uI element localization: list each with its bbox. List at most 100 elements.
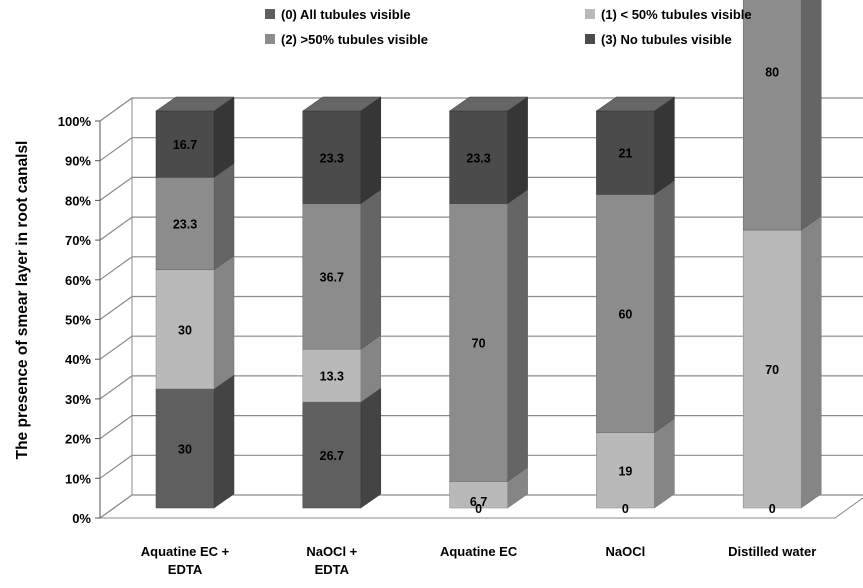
data-label: 6.7 [470, 495, 487, 509]
bar-top [302, 96, 382, 112]
legend: (0) All tubules visible (1) < 50% tubules… [265, 7, 752, 47]
y-tick-label: 10% [65, 471, 91, 486]
x-category-label-line: EDTA [315, 562, 350, 577]
data-label: 70 [472, 336, 486, 350]
bar-segment-side [507, 189, 528, 482]
bar-segment-front [155, 388, 215, 509]
data-label: 30 [178, 323, 192, 337]
x-category-label: Aquatine EC [440, 544, 518, 559]
bar-segment [596, 179, 675, 434]
legend-label: (0) All tubules visible [281, 7, 411, 22]
bar-segment [155, 255, 235, 390]
x-category-label: Distilled water [728, 544, 816, 559]
bar-segment [742, 0, 822, 231]
data-label: 60 [618, 307, 632, 321]
legend-swatch [265, 9, 275, 19]
bar-top [595, 96, 676, 112]
data-label: 0 [622, 502, 629, 516]
data-label: 26.7 [320, 449, 344, 463]
bar-segment [302, 96, 382, 204]
x-category-label: NaOCl [606, 544, 646, 559]
x-category-label: Aquatine EC + EDTA [141, 544, 230, 577]
data-label: 80 [765, 65, 779, 79]
data-label: 23.3 [173, 218, 197, 232]
y-tick-label: 100% [58, 114, 92, 129]
data-label: 13.3 [320, 370, 344, 384]
data-label: 23.3 [466, 151, 490, 165]
legend-item: (0) All tubules visible [265, 7, 411, 22]
bar-segment [155, 374, 235, 509]
x-category-label-line: NaOCl [606, 544, 646, 559]
data-label: 21 [618, 147, 632, 161]
bar-segment [449, 189, 528, 482]
bar-segment-side [800, 0, 822, 231]
x-category-label-line: Aquatine EC [440, 544, 518, 559]
data-label: 0 [769, 502, 776, 516]
bar-segment-front [596, 110, 655, 195]
legend-swatch [585, 9, 595, 19]
data-label: 70 [765, 363, 779, 377]
bar-segment [449, 96, 528, 204]
bar-segment-front [596, 432, 655, 509]
legend-label: (2) >50% tubules visible [281, 32, 428, 47]
bar-segment-front [302, 401, 362, 509]
y-tick-label: 80% [65, 193, 91, 208]
x-category-label: NaOCl + EDTA [306, 544, 357, 577]
y-tick-label: 20% [65, 432, 91, 447]
x-category-label-line: EDTA [168, 562, 203, 577]
bar-segment-side [213, 374, 235, 509]
x-axis-category-labels: Aquatine EC + EDTA NaOCl + EDTA Aquatine EC N… [141, 544, 817, 577]
bar-segment-side [213, 255, 235, 390]
bar-segment-front [155, 177, 215, 271]
data-label: 30 [178, 442, 192, 456]
y-tick-label: 90% [65, 154, 91, 169]
bar-segment-side [507, 96, 528, 204]
bar-segment-front [155, 110, 215, 178]
bar-segment [302, 334, 382, 403]
data-label: 0 [475, 502, 482, 516]
bar-segment-front [449, 481, 508, 509]
bar-segment-front [449, 110, 508, 204]
y-tick-label: 60% [65, 273, 91, 288]
bar-segment [155, 96, 235, 178]
bar-segment [302, 387, 382, 509]
bar-segment-front [742, 229, 802, 509]
bar-segment [596, 418, 675, 509]
y-tick-label: 70% [65, 233, 91, 248]
bar-segment-side [800, 215, 822, 509]
bar-segment-front [302, 203, 362, 350]
legend-swatch [585, 34, 595, 44]
data-label: 36.7 [320, 270, 344, 284]
y-tick-label: 0% [72, 511, 91, 526]
data-labels: 303023.316.726.713.336.723.306.77023.301… [173, 65, 779, 516]
legend-item: (2) >50% tubules visible [265, 32, 428, 47]
bar-segment-front [155, 269, 215, 390]
bar-segment [742, 215, 822, 509]
bar-segment-side [360, 96, 382, 204]
data-label: 19 [618, 464, 632, 478]
bar-top [448, 96, 529, 112]
bar-segment-front [596, 194, 655, 433]
bar-segment-side [213, 162, 235, 271]
legend-label: (1) < 50% tubules visible [601, 7, 752, 22]
bar-segment-side [654, 96, 675, 195]
bar-segment [302, 189, 382, 350]
legend-item: (3) No tubules visible [585, 32, 732, 47]
x-category-label-line: Distilled water [728, 544, 816, 559]
y-tick-label: 40% [65, 352, 91, 367]
y-axis-label: The presence of smear layer in root cana… [14, 141, 31, 460]
y-tick-label: 30% [65, 392, 91, 407]
y-axis-tick-labels: 0% 10% 20% 30% 40% 50% 60% 70% 80% 90% 100% [58, 114, 92, 526]
y-tick-label: 50% [65, 313, 91, 328]
data-label: 16.7 [173, 138, 197, 152]
bar-segment-side [654, 418, 675, 509]
bar-segment [155, 162, 235, 271]
legend-label: (3) No tubules visible [601, 32, 732, 47]
bar-segment-side [360, 387, 382, 509]
legend-item: (1) < 50% tubules visible [585, 7, 752, 22]
x-category-label-line: NaOCl + [306, 544, 357, 559]
bar-segment-front [302, 348, 362, 403]
bar-segment-side [360, 189, 382, 350]
